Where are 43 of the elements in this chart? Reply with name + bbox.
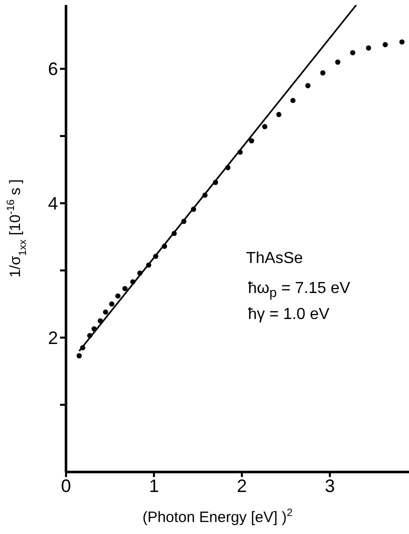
point bbox=[109, 301, 114, 307]
point bbox=[248, 138, 254, 144]
point bbox=[98, 318, 103, 324]
point bbox=[92, 326, 97, 332]
y-tick-label: 4 bbox=[48, 194, 58, 214]
point bbox=[122, 286, 128, 292]
point bbox=[202, 192, 208, 198]
point bbox=[130, 279, 136, 284]
x-tick-label: 3 bbox=[324, 476, 335, 496]
point bbox=[146, 262, 152, 268]
point bbox=[80, 345, 86, 350]
point bbox=[382, 42, 388, 48]
point bbox=[212, 180, 218, 185]
y-tick-label: 2 bbox=[48, 328, 58, 348]
point bbox=[399, 39, 405, 45]
x-tick-label: 1 bbox=[148, 476, 159, 496]
x-tick-label: 2 bbox=[236, 476, 247, 496]
point bbox=[181, 218, 186, 224]
x-tick-label: 0 bbox=[60, 476, 72, 496]
point bbox=[115, 293, 120, 299]
y-tick-label: 6 bbox=[48, 59, 58, 80]
point bbox=[172, 230, 177, 236]
point bbox=[262, 124, 268, 130]
point bbox=[238, 150, 243, 155]
point bbox=[87, 332, 92, 338]
annotation: ThAsSe bbox=[246, 250, 303, 268]
point bbox=[320, 70, 326, 76]
point bbox=[305, 83, 310, 88]
annotation: ħω$_{p}$ = 7.15 eV bbox=[248, 280, 350, 300]
point bbox=[276, 112, 282, 118]
point bbox=[137, 270, 142, 276]
point bbox=[225, 165, 230, 170]
annotation: ħγ = 1.0 eV bbox=[248, 306, 330, 324]
point bbox=[162, 244, 168, 249]
point bbox=[335, 60, 340, 65]
point bbox=[76, 353, 82, 358]
point bbox=[190, 206, 196, 212]
point bbox=[350, 50, 356, 56]
point bbox=[366, 45, 372, 51]
x-axis-title: (Photon Energy [eV] )$^{2}$ bbox=[142, 507, 293, 526]
point bbox=[102, 309, 108, 315]
point bbox=[153, 254, 158, 259]
point bbox=[290, 98, 296, 104]
